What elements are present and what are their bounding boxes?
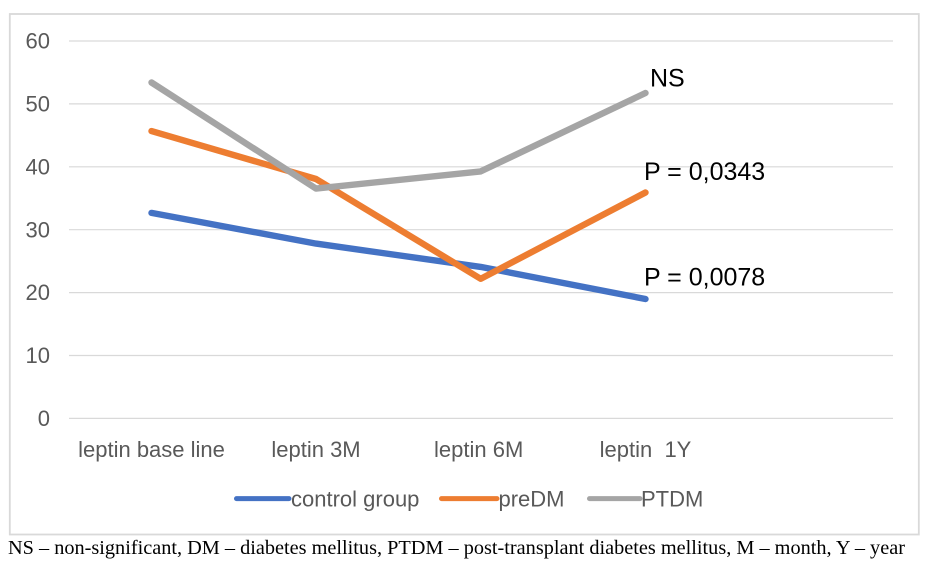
- svg-text:40: 40: [26, 154, 50, 179]
- svg-text:PTDM: PTDM: [641, 487, 703, 512]
- svg-text:P = 0,0078: P = 0,0078: [644, 264, 765, 292]
- svg-text:50: 50: [26, 92, 50, 117]
- svg-text:leptin 1Y: leptin 1Y: [600, 437, 692, 462]
- svg-text:NS – non-significant, DM – dia: NS – non-significant, DM – diabetes mell…: [8, 537, 905, 559]
- svg-text:20: 20: [26, 280, 50, 305]
- svg-text:leptin 6M: leptin 6M: [434, 437, 523, 462]
- svg-text:control group: control group: [291, 487, 419, 512]
- svg-text:0: 0: [38, 406, 50, 431]
- svg-text:preDM: preDM: [499, 487, 565, 512]
- svg-text:leptin 3M: leptin 3M: [271, 437, 360, 462]
- svg-text:30: 30: [26, 217, 50, 242]
- svg-text:10: 10: [26, 343, 50, 368]
- svg-text:NS: NS: [650, 65, 685, 93]
- svg-text:leptin base line: leptin base line: [78, 437, 225, 462]
- svg-text:P = 0,0343: P = 0,0343: [644, 158, 765, 186]
- svg-text:60: 60: [26, 29, 50, 54]
